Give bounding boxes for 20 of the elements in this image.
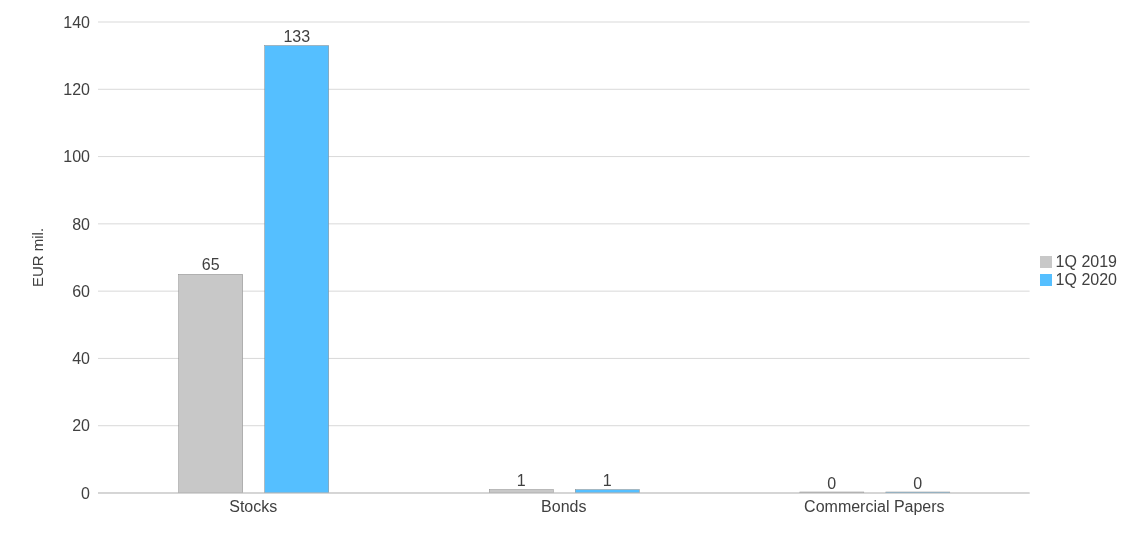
y-axis-title: EUR mil. (29, 227, 47, 288)
x-tick-label: Bonds (541, 498, 587, 516)
data-label: 65 (201, 256, 220, 274)
data-label: 133 (283, 27, 311, 45)
y-tick-label: 40 (72, 350, 91, 368)
y-tick-label: 20 (72, 417, 91, 435)
x-tick-label: Stocks (229, 498, 278, 516)
data-label: 1 (516, 471, 526, 489)
y-tick-label: 140 (63, 13, 91, 31)
y-tick-label: 60 (72, 282, 91, 300)
data-label: 0 (913, 475, 923, 492)
y-tick-label: 80 (72, 215, 91, 233)
y-tick-label: 0 (81, 484, 91, 502)
data-label: 1 (602, 471, 612, 489)
x-tick-label: Commercial Papers (804, 498, 945, 516)
legend-label: 1Q 2020 (1055, 270, 1117, 288)
data-label: 0 (827, 475, 837, 492)
y-tick-label: 100 (63, 148, 91, 166)
legend-label: 1Q 2019 (1055, 252, 1117, 270)
y-tick-label: 120 (63, 80, 91, 98)
